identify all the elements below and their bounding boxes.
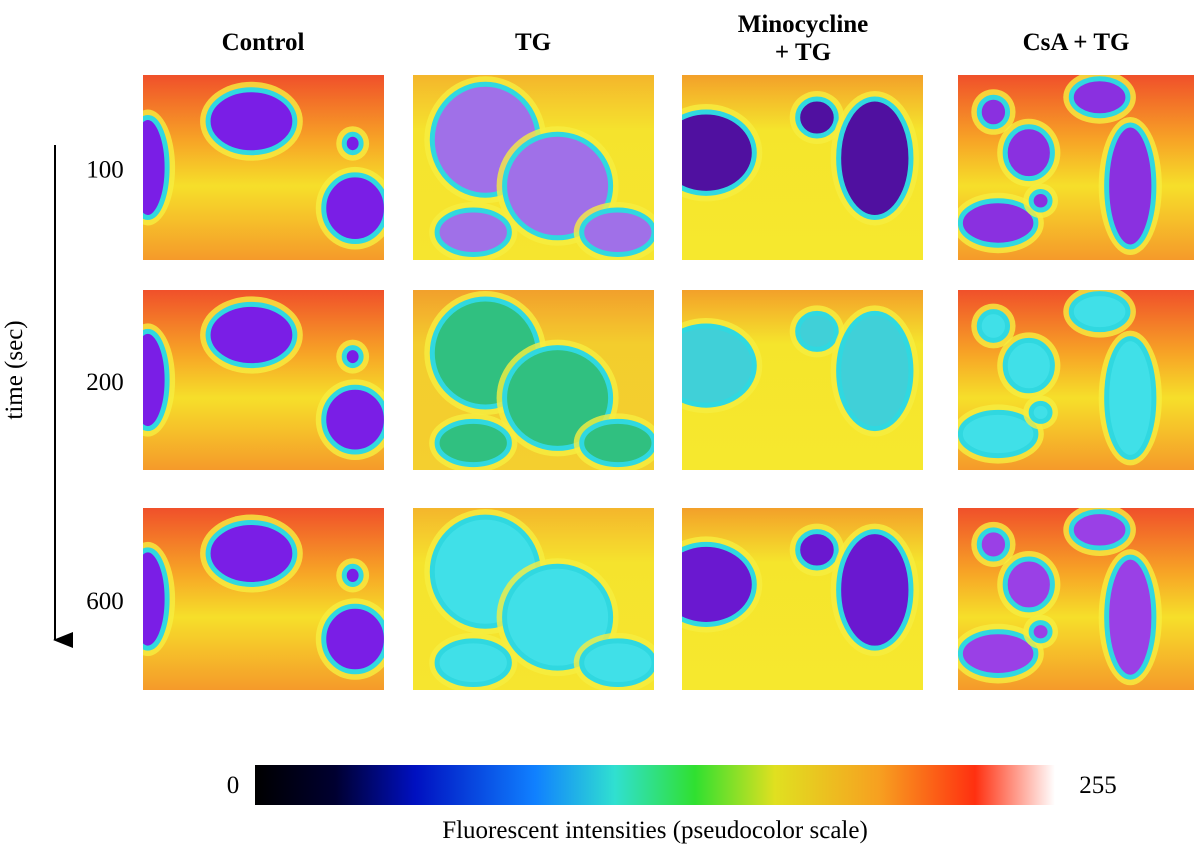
cell bbox=[976, 309, 1011, 343]
cell bbox=[321, 384, 384, 455]
cell bbox=[958, 198, 1039, 248]
cell bbox=[836, 310, 914, 432]
cell bbox=[502, 345, 614, 451]
column-header: TG bbox=[515, 29, 551, 56]
image-grid bbox=[143, 75, 1194, 690]
microscopy-image bbox=[958, 75, 1194, 260]
cell bbox=[1028, 620, 1053, 644]
row-label: 100 bbox=[86, 157, 124, 184]
microscopy-image bbox=[143, 290, 384, 470]
microscopy-image bbox=[413, 508, 654, 690]
cell bbox=[836, 96, 914, 220]
microscopy-image bbox=[143, 508, 384, 690]
cell bbox=[341, 131, 364, 156]
cell bbox=[1104, 122, 1157, 250]
cell bbox=[1068, 509, 1131, 551]
column-header: + TG bbox=[775, 39, 831, 66]
cell bbox=[434, 638, 512, 688]
cell bbox=[682, 541, 757, 627]
row-label: 600 bbox=[86, 588, 124, 615]
cell bbox=[1068, 291, 1131, 333]
cell bbox=[1002, 337, 1055, 394]
cell bbox=[205, 520, 298, 587]
microscopy-image bbox=[682, 75, 923, 260]
cell bbox=[958, 629, 1039, 678]
cell bbox=[795, 310, 839, 352]
row-label: 200 bbox=[86, 369, 124, 396]
microscopy-image bbox=[143, 75, 384, 260]
column-header: Minocycline bbox=[738, 11, 869, 38]
microscopy-image bbox=[958, 290, 1194, 470]
cell bbox=[502, 563, 614, 671]
microscopy-image bbox=[413, 75, 654, 260]
colorbar-min: 0 bbox=[227, 772, 240, 799]
microscopy-image bbox=[958, 508, 1194, 690]
cell bbox=[1002, 556, 1055, 613]
cell bbox=[1104, 554, 1157, 680]
cell bbox=[958, 409, 1039, 459]
cell bbox=[579, 207, 654, 257]
cell bbox=[682, 323, 757, 408]
colorbar bbox=[255, 765, 1055, 805]
cell bbox=[321, 603, 384, 675]
colorbar-max: 255 bbox=[1079, 772, 1117, 799]
column-header: CsA + TG bbox=[1023, 29, 1130, 56]
cell bbox=[795, 96, 839, 139]
cell bbox=[579, 418, 654, 468]
cell bbox=[976, 527, 1011, 562]
colorbar-caption: Fluorescent intensities (pseudocolor sca… bbox=[442, 817, 868, 844]
cell bbox=[143, 115, 170, 220]
cell bbox=[976, 94, 1011, 130]
microscopy-image bbox=[682, 290, 923, 470]
cell bbox=[341, 563, 364, 587]
cell bbox=[1104, 336, 1157, 460]
cell bbox=[434, 207, 512, 257]
cell bbox=[502, 131, 614, 241]
cell bbox=[205, 301, 298, 369]
cell bbox=[1028, 189, 1053, 213]
cell bbox=[1002, 124, 1055, 182]
cell bbox=[1028, 400, 1053, 424]
axis-label: time (sec) bbox=[1, 320, 28, 419]
microscopy-image bbox=[413, 290, 654, 470]
column-header: Control bbox=[222, 29, 305, 56]
cell bbox=[795, 529, 839, 571]
cell bbox=[341, 345, 364, 369]
cell bbox=[205, 87, 298, 156]
cell bbox=[1068, 76, 1131, 119]
cell bbox=[143, 328, 170, 432]
cell bbox=[682, 109, 757, 196]
cell bbox=[321, 172, 384, 244]
cell bbox=[579, 638, 654, 688]
cell bbox=[143, 547, 170, 651]
microscopy-image bbox=[682, 508, 923, 690]
cell bbox=[836, 529, 914, 651]
cell bbox=[434, 418, 512, 468]
